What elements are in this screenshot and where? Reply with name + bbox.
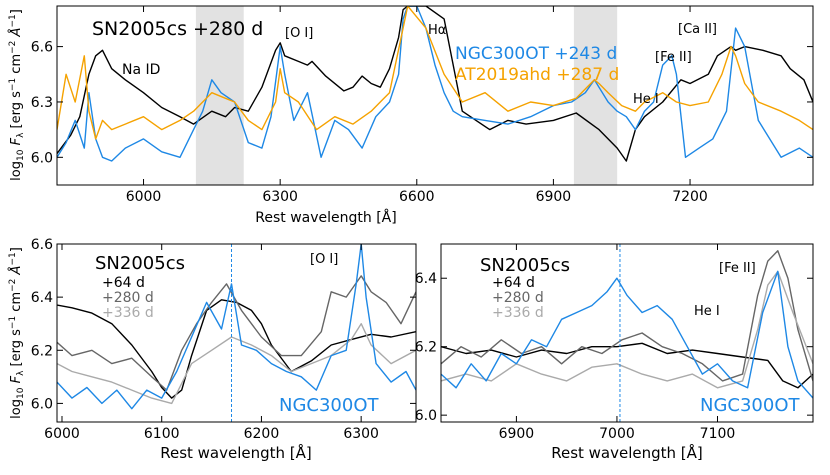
- bl-ylabel: log10 Fλ [erg s−1 cm−2 Å−1]: [8, 247, 26, 419]
- series-line-64-d: [441, 342, 813, 389]
- br-title: SN2005cs: [480, 255, 570, 276]
- legend-ngc300ot: NGC300OT +243 d: [455, 44, 617, 64]
- bl-legend-64d: +64 d: [102, 275, 145, 291]
- y-tick-label: 6.6: [31, 237, 53, 253]
- x-tick-label: 6000: [44, 426, 80, 442]
- panel-bottom-right: 6900 7000 7100 6.0 6.2 6.4 SN2005cs +64 d +28…: [415, 243, 814, 462]
- label-o-i: [O I]: [285, 26, 313, 41]
- br-label-fe-ii: [Fe II]: [719, 261, 756, 276]
- top-title: SN2005cs +280 d: [92, 18, 263, 40]
- y-tick-label: 6.0: [31, 396, 53, 412]
- series-line-336-d: [441, 270, 813, 389]
- br-legend-280d: +280 d: [492, 290, 544, 306]
- x-tick-label: 6300: [343, 426, 379, 442]
- series-line-ngc300ot: [441, 270, 813, 399]
- x-tick-label: 6100: [144, 426, 180, 442]
- bl-frame: [56, 243, 417, 423]
- br-legend-336d: +336 d: [492, 305, 544, 321]
- x-tick-label: 6000: [126, 189, 162, 205]
- y-tick-label: 6.3: [31, 95, 53, 111]
- bl-label-o-i: [O I]: [310, 252, 338, 267]
- y-tick-label: 6.0: [415, 408, 437, 424]
- x-tick-label: 6900: [499, 426, 535, 442]
- series-line-at2019ahd-287-d: [57, 6, 813, 140]
- top-xlabel: Rest wavelength [Å]: [255, 209, 396, 226]
- top-ylabel: log10 Fλ [erg s−1 cm−2 Å−1]: [8, 9, 26, 181]
- y-tick-label: 6.2: [31, 343, 53, 359]
- x-tick-label: 6300: [262, 189, 298, 205]
- x-tick-label: 6600: [399, 189, 435, 205]
- panel-bottom-left: 6000 6100 6200 6300 6.0 6.2 6.4 6.6 SN2005cs +6…: [8, 237, 417, 462]
- br-xlabel: Rest wavelength [Å]: [551, 443, 703, 462]
- x-tick-label: 6900: [536, 189, 572, 205]
- y-tick-label: 6.2: [415, 340, 437, 356]
- x-tick-label: 7200: [672, 189, 708, 205]
- series-line-64-d: [57, 299, 416, 399]
- label-fe-ii: [Fe II]: [655, 50, 692, 65]
- label-na-id: Na ID: [122, 62, 160, 78]
- x-tick-label: 7000: [599, 426, 635, 442]
- y-tick-label: 6.6: [31, 40, 53, 56]
- label-he-i: He I: [633, 92, 659, 107]
- y-tick-label: 6.0: [31, 150, 53, 166]
- br-label-he-i: He I: [694, 304, 720, 319]
- br-legend-64d: +64 d: [492, 275, 535, 291]
- top-frame: [56, 5, 814, 186]
- x-tick-label: 7100: [700, 426, 736, 442]
- series-line-280-d: [441, 250, 813, 382]
- label-h-alpha: Hα: [428, 23, 446, 38]
- bl-legend-280d: +280 d: [102, 290, 154, 306]
- bl-title: SN2005cs: [95, 253, 185, 274]
- series-line-ngc300ot-243-d: [57, 6, 813, 162]
- series-line-ngc300ot: [57, 244, 416, 410]
- label-ca-ii: [Ca II]: [678, 22, 717, 37]
- y-tick-label: 6.4: [31, 290, 53, 306]
- legend-at2019ahd: AT2019ahd +287 d: [455, 65, 619, 85]
- br-label-ngc300ot: NGC300OT: [700, 395, 801, 416]
- bl-xlabel: Rest wavelength [Å]: [160, 443, 312, 462]
- bl-label-ngc300ot: NGC300OT: [279, 395, 380, 416]
- series-line-sn2005cs-280-d: [57, 6, 813, 162]
- panel-top: 6000 6300 6600 6900 7200 6.0 6.3 6.6 SN2005cs +…: [8, 5, 814, 226]
- y-tick-label: 6.4: [415, 271, 437, 287]
- x-tick-label: 6200: [244, 426, 280, 442]
- br-frame: [440, 243, 814, 423]
- bl-legend-336d: +336 d: [102, 305, 154, 321]
